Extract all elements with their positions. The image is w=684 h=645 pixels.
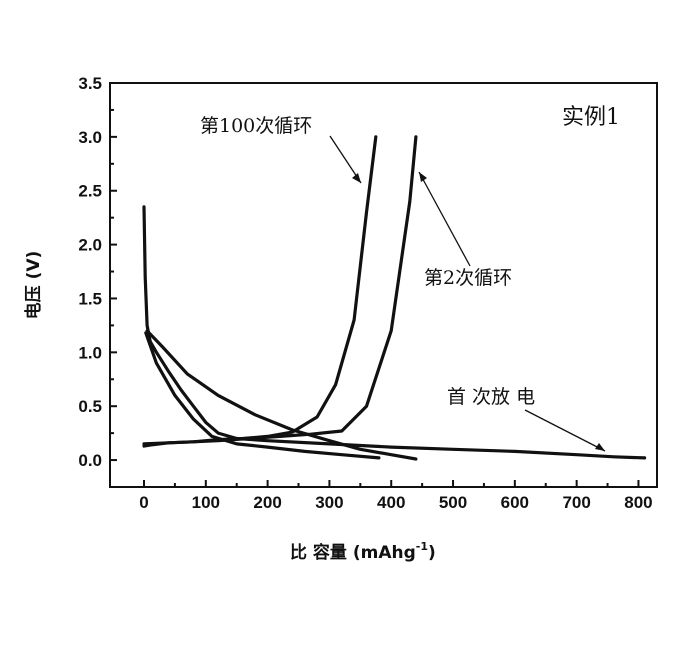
series-line-0 (142, 205, 647, 460)
y-tick-label: 3.5 (78, 74, 102, 93)
annotation-cycle2-arrow (418, 171, 471, 267)
series-line-3 (142, 135, 378, 446)
x-axis-title-end: ) (428, 543, 436, 563)
x-axis-title-main: 比 容量 (mAhg (290, 542, 416, 563)
x-tick-label: 300 (315, 493, 343, 512)
x-tick-label: 800 (624, 493, 652, 512)
x-tick-label: 600 (501, 493, 529, 512)
x-tick-labels: 0 100 200 300 400 500 600 700 800 (139, 493, 652, 512)
x-axis-title-sup: -1 (416, 540, 428, 553)
y-tick-label: 2.5 (78, 182, 102, 201)
annotation-cycle100-label: 第100次循环 (200, 115, 312, 137)
series-line-4 (144, 331, 381, 460)
x-tick-label: 200 (253, 493, 281, 512)
series-line-1 (142, 135, 418, 448)
x-axis-title: 比 容量 (mAhg-1) (290, 540, 436, 563)
x-tick-label: 400 (377, 493, 405, 512)
y-tick-label: 2.0 (78, 236, 102, 255)
y-tick-label: 3.0 (78, 128, 102, 147)
series-line-2 (145, 329, 418, 461)
panel-label: 实例1 (562, 105, 620, 130)
annotation-first-discharge-label: 首 次放 电 (447, 386, 535, 408)
y-axis-title: 电压 (V) (23, 251, 44, 320)
y-tick-label: 1.5 (78, 289, 102, 308)
y-tick-label: 1.0 (78, 343, 102, 362)
x-tick-label: 700 (562, 493, 590, 512)
x-tick-label: 500 (439, 493, 467, 512)
plot-frame (109, 82, 658, 488)
annotation-first-discharge-arrow (524, 409, 606, 452)
y-tick-label: 0.5 (78, 397, 102, 416)
axis-ticks (110, 82, 640, 487)
series-curves (142, 135, 647, 461)
annotation-cycle100-arrowhead (352, 173, 361, 183)
x-tick-label: 100 (192, 493, 220, 512)
annotation-cycle2-label: 第2次循环 (424, 267, 512, 289)
annotation-cycle2-arrowhead (419, 172, 427, 182)
x-tick-label: 0 (139, 493, 148, 512)
annotation-first-discharge-arrowhead (595, 443, 605, 451)
y-tick-labels: 0.0 0.5 1.0 1.5 2.0 2.5 3.0 3.5 (78, 74, 102, 470)
y-tick-label: 0.0 (78, 451, 102, 470)
